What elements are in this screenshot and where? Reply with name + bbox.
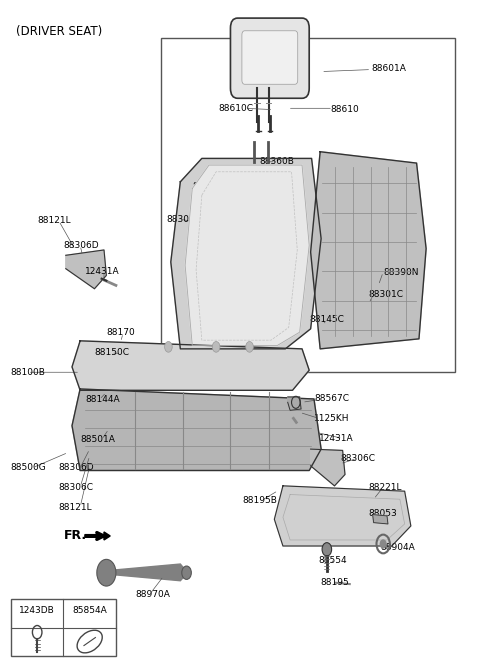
Text: 88306D: 88306D [59, 463, 94, 472]
Polygon shape [85, 532, 110, 540]
Polygon shape [107, 564, 188, 580]
Text: 88306C: 88306C [340, 454, 375, 463]
Text: 88144A: 88144A [85, 395, 120, 404]
Circle shape [182, 566, 192, 579]
Text: 88501A: 88501A [80, 435, 115, 444]
Circle shape [212, 342, 220, 352]
Text: 88170: 88170 [107, 328, 135, 338]
Text: 88500G: 88500G [10, 463, 46, 472]
Circle shape [380, 540, 386, 548]
Text: 88360B: 88360B [259, 157, 294, 166]
Polygon shape [185, 165, 309, 346]
Polygon shape [311, 152, 426, 349]
Text: 88601A: 88601A [371, 64, 406, 72]
Text: 88221L: 88221L [368, 482, 401, 492]
Text: 88610: 88610 [331, 105, 360, 114]
Text: 88150C: 88150C [95, 348, 130, 358]
Text: 88970A: 88970A [135, 590, 170, 599]
Text: 88554: 88554 [319, 556, 348, 565]
Polygon shape [66, 250, 107, 289]
Bar [11, 599, 116, 656]
Text: 12431A: 12431A [85, 267, 120, 276]
Text: 88195B: 88195B [242, 496, 277, 505]
Text: 88370C: 88370C [192, 182, 227, 191]
Text: 88195: 88195 [320, 578, 349, 587]
Text: 88610C: 88610C [218, 104, 253, 113]
Polygon shape [275, 486, 411, 546]
Text: 88567C: 88567C [314, 394, 349, 403]
Polygon shape [372, 515, 388, 524]
FancyBboxPatch shape [230, 18, 309, 98]
Text: 88306C: 88306C [59, 482, 94, 492]
Text: 88300F: 88300F [166, 215, 200, 223]
Polygon shape [72, 341, 309, 391]
Text: 88145C: 88145C [309, 315, 344, 324]
Text: 88350C: 88350C [188, 235, 223, 244]
Circle shape [246, 342, 253, 352]
Text: 12431A: 12431A [319, 434, 353, 443]
Text: FR.: FR. [63, 529, 86, 542]
Text: 88121L: 88121L [59, 503, 92, 512]
Text: 88301C: 88301C [369, 290, 404, 299]
Text: (DRIVER SEAT): (DRIVER SEAT) [16, 25, 102, 38]
Text: 88390N: 88390N [383, 268, 419, 276]
FancyBboxPatch shape [242, 31, 298, 85]
Text: 88904A: 88904A [381, 543, 416, 552]
Text: 85854A: 85854A [72, 606, 107, 615]
Bar [161, 38, 455, 372]
Text: 88053: 88053 [369, 509, 397, 519]
Polygon shape [171, 158, 321, 349]
Circle shape [97, 560, 116, 586]
Circle shape [165, 342, 172, 352]
Text: 88121L: 88121L [37, 216, 71, 225]
Polygon shape [288, 397, 301, 411]
Text: 88100B: 88100B [10, 368, 45, 376]
Polygon shape [72, 389, 321, 470]
Text: 88306D: 88306D [63, 241, 99, 250]
Text: 1125KH: 1125KH [314, 414, 349, 423]
Text: 1243DB: 1243DB [19, 606, 55, 615]
Circle shape [322, 543, 332, 556]
Polygon shape [311, 449, 345, 486]
